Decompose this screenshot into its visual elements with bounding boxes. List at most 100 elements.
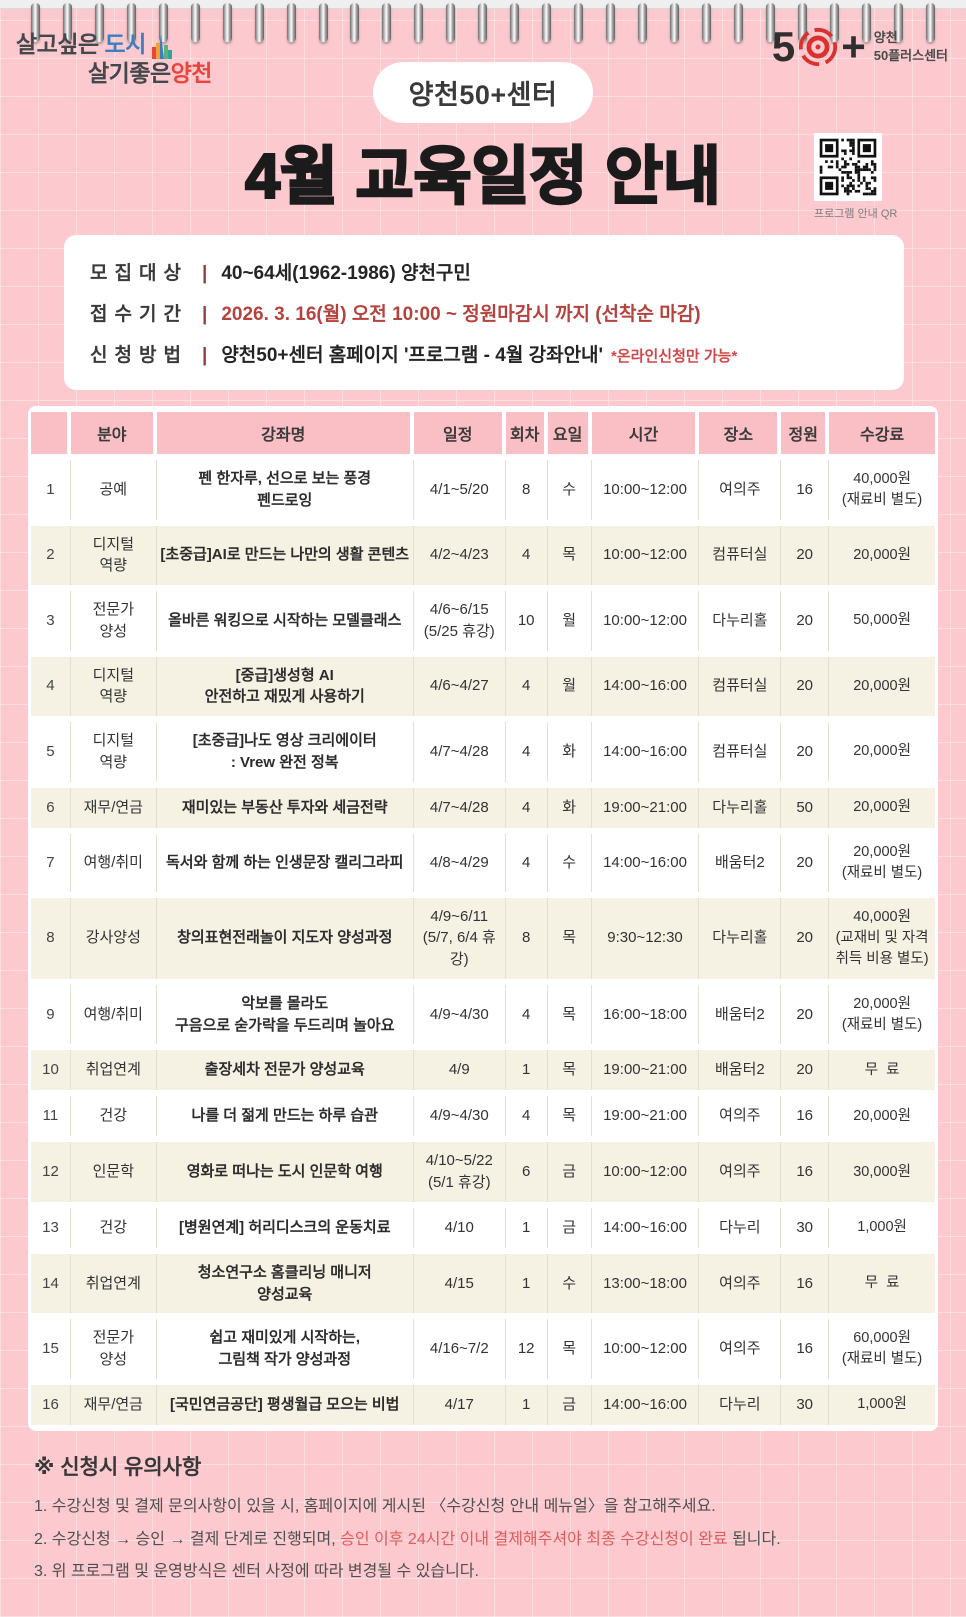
table-cell: 10:00~12:00 [591,591,700,651]
table-cell: 목 [547,984,592,1045]
table-cell: 40,000원 (재료비 별도) [829,460,935,520]
table-cell: 인문학 [70,1142,157,1202]
info-row-period: 접수기간 | 2026. 3. 16(월) 오전 10:00 ~ 정원마감시 까… [90,292,878,333]
table-cell: 1 [505,1050,548,1091]
table-row: 11 건강 나를 더 젊게 만드는 하루 습관 4/9~4/30 4 목 19:00~21:… [31,1096,935,1137]
table-cell: 4/16~7/2 [413,1319,506,1379]
table-cell: 3 [31,591,71,651]
info-value: 양천50+센터 홈페이지 '프로그램 - 4월 강좌안내' [221,345,604,366]
table-cell: 13:00~18:00 [591,1253,700,1314]
binding-coil [254,3,264,42]
info-divider: | [202,304,208,325]
program-qr: 프로그램 안내 QR [814,133,898,221]
table-cell: 여의주 [699,1253,782,1314]
column-header: 회차 [505,412,548,454]
table-cell: 수 [547,833,592,892]
table-cell: 50,000원 [829,591,935,651]
table-cell: 1 [505,1253,548,1314]
table-cell: 20 [781,984,830,1045]
binding-coil [478,3,488,42]
binding-coil [158,3,168,42]
info-row-method: 신청방법 | 양천50+센터 홈페이지 '프로그램 - 4월 강좌안내' *온라… [90,333,878,374]
table-cell: 쉽고 재미있게 시작하는, 그림책 작가 양성과정 [156,1319,414,1379]
info-divider: | [202,345,208,366]
notes-title: ※ 신청시 유의사항 [34,1455,202,1479]
table-cell: 4 [31,656,71,716]
city-logo-line1: 살고싶은 도시 [16,31,146,57]
application-notes: ※ 신청시 유의사항 1. 수강신청 및 결제 문의사항이 있을 시, 홈페이지… [34,1451,932,1589]
table-cell: 14:00~16:00 [591,1207,700,1248]
fifty-plus-logo: 5 + 양천 50플러스센터 [772,26,948,68]
table-cell: 5 [31,722,71,782]
fifty-logo-org-line1: 양천 [873,30,898,46]
table-row: 6 재무/연금 재미있는 부동산 투자와 세금전략 4/7~4/28 4 화 19:00~2… [31,787,935,828]
table-cell: [중급]생성형 AI 안전하고 재밌게 사용하기 [156,656,414,716]
table-cell: 목 [547,1319,592,1379]
table-cell: 펜 한자루, 선으로 보는 풍경 펜드로잉 [156,460,414,520]
table-cell: 4/9~6/11 (5/7, 6/4 휴강) [413,897,506,979]
table-cell: 배움터2 [699,833,782,892]
table-cell: 20 [781,897,830,979]
binding-coil [542,3,552,42]
binding-coil [318,3,328,42]
table-cell: 4 [505,833,548,892]
table-cell: 4/7~4/28 [413,722,506,782]
table-cell: 다누리 [699,1384,782,1425]
table-cell: 20,000원 [829,656,935,716]
center-name-badge: 양천50+센터 [372,62,594,123]
table-cell: 14:00~16:00 [591,656,700,716]
table-cell: 무 료 [829,1050,935,1091]
table-cell: 화 [547,787,592,828]
binding-coil [286,3,296,42]
table-cell: 9 [31,984,71,1045]
table-cell: 4 [505,984,548,1045]
binding-coil [925,3,935,42]
table-cell: 20,000원 [829,525,935,585]
table-cell: 19:00~21:00 [591,787,700,828]
table-cell: 19:00~21:00 [591,1096,700,1137]
table-cell: 30 [781,1384,830,1425]
table-cell: 20,000원 (재료비 별도) [829,833,935,892]
binding-coil [510,3,520,42]
table-cell: 취업연계 [70,1253,157,1314]
binding-coil [733,3,743,42]
table-cell: 출장세차 전문가 양성교육 [156,1050,414,1091]
table-cell: 여의주 [699,460,782,520]
table-cell: 금 [547,1207,592,1248]
table-cell: 12 [31,1142,71,1202]
table-cell: 취업연계 [70,1050,157,1091]
info-value: 40~64세(1962-1986) 양천구민 [221,263,471,284]
spiral-binding [0,2,966,46]
info-divider: | [202,263,208,284]
table-cell: 배움터2 [699,984,782,1045]
binding-coil [350,3,360,42]
table-cell: 재미있는 부동산 투자와 세금전략 [156,787,414,828]
binding-coil [670,3,680,42]
table-cell: 4/7~4/28 [413,787,506,828]
table-cell: 컴퓨터실 [699,525,782,585]
table-cell: 14:00~16:00 [591,1384,700,1425]
table-cell: 4 [505,787,548,828]
table-cell: 디지털 역량 [70,722,157,782]
page-title: 4월 교육일정 안내 [244,141,722,214]
column-header: 요일 [547,412,592,454]
table-cell: 컴퓨터실 [699,722,782,782]
table-cell: 전문가 양성 [70,1319,157,1379]
table-cell: 여행/취미 [70,833,157,892]
table-cell: 20 [781,591,830,651]
binding-coil [62,3,72,42]
table-cell: 4/6~6/15 (5/25 휴강) [413,591,506,651]
qr-caption: 프로그램 안내 QR [814,208,898,220]
table-cell: 7 [31,833,71,892]
table-cell: 올바른 워킹으로 시작하는 모델클래스 [156,591,414,651]
yangcheon-city-logo: 살고싶은 도시 살기좋은양천 [16,30,212,88]
table-cell: 10:00~12:00 [591,460,700,520]
info-row-target: 모집대상 | 40~64세(1962-1986) 양천구민 [90,251,878,292]
table-cell: 10 [505,591,548,651]
column-header: 장소 [699,412,782,454]
table-row: 9 여행/취미 악보를 몰라도 구음으로 숟가락을 두드리며 놀아요 4/9~4/30… [31,984,935,1045]
table-cell: 10:00~12:00 [591,1319,700,1379]
table-cell: 4/17 [413,1384,506,1425]
table-cell: 10 [31,1050,71,1091]
table-cell: 20 [781,525,830,585]
